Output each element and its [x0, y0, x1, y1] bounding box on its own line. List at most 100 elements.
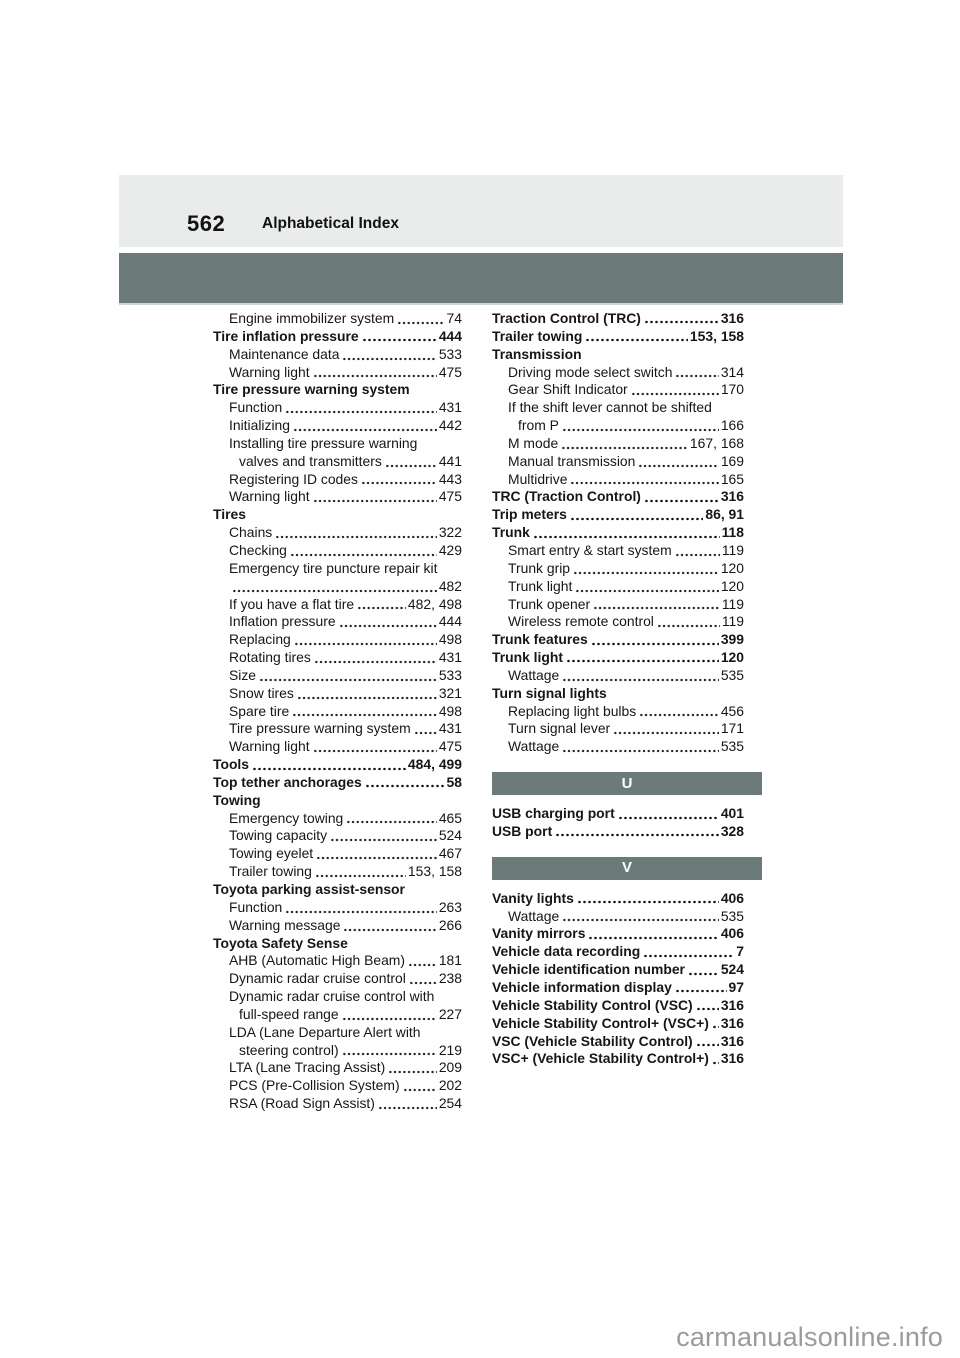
index-entry: Dynamic radar cruise control 238 — [213, 970, 462, 989]
entry-text: Replacing — [229, 631, 291, 648]
entry-text: Top tether anchorages — [213, 773, 362, 790]
entry-text: Towing — [213, 791, 261, 808]
entry-text: Snow tires — [229, 684, 294, 701]
entry-text: Wattage — [508, 666, 560, 683]
entry-text: Warning light — [229, 363, 310, 380]
watermark: carmanualsonline.info — [676, 1322, 943, 1352]
index-entry: Trunk light 120 — [492, 649, 744, 667]
entry-text: Tire inflation pressure — [213, 327, 359, 344]
index-left-column: Engine immobilizer system 74 Tire inflatio… — [213, 310, 462, 1113]
index-entry: Vehicle Stability Control (VSC) 316 — [492, 996, 744, 1015]
chapter-divider-band — [119, 253, 843, 305]
dot-leader — [316, 845, 437, 864]
entry-text: Registering ID codes — [229, 470, 358, 487]
entry-text: RSA (Road Sign Assist) — [229, 1095, 375, 1112]
entry-page-number: 166 — [720, 417, 744, 434]
index-entry: Maintenance data 533 — [213, 345, 462, 364]
dot-leader — [639, 702, 719, 721]
dot-leader — [285, 399, 437, 418]
entry-text: Installing tire pressure warning — [229, 434, 418, 451]
entry-text: Manual transmission — [508, 452, 636, 469]
entry-text: Vehicle information display — [492, 979, 672, 995]
dot-leader — [343, 916, 437, 935]
entry-text: Warning light — [229, 488, 310, 505]
entry-page-number: 401 — [720, 805, 744, 822]
index-entry: steering control) 219 — [213, 1041, 462, 1060]
dot-leader — [532, 524, 720, 542]
dot-leader — [656, 613, 720, 632]
index-entry: Toyota Safety Sense — [213, 935, 462, 953]
dot-leader — [576, 889, 719, 908]
dot-leader — [561, 434, 688, 453]
index-entry: Inflation pressure 444 — [213, 613, 462, 632]
dot-leader — [338, 613, 437, 632]
dot-leader — [562, 738, 719, 757]
dot-leader — [562, 666, 719, 685]
entry-page-number: 484, 499 — [407, 756, 462, 773]
dot-leader — [613, 720, 719, 739]
entry-text: Vehicle Stability Control (VSC) — [492, 996, 693, 1013]
entry-page-number: 429 — [438, 541, 462, 558]
index-entry: from P 166 — [492, 417, 744, 435]
index-entry: Emergency towing 465 — [213, 809, 462, 828]
entry-page-number: 171 — [720, 720, 744, 737]
section-band-v: V — [492, 856, 762, 880]
dot-leader — [397, 310, 445, 328]
entry-page-number: 535 — [720, 738, 744, 755]
dot-leader — [364, 773, 445, 792]
index-entry: Top tether anchorages 58 — [213, 773, 462, 792]
entry-page-number: 316 — [720, 310, 744, 326]
entry-page-number: 431 — [438, 649, 462, 666]
entry-text: Wireless remote control — [508, 613, 654, 630]
entry-text: Rotating tires — [229, 649, 311, 666]
dot-leader — [643, 943, 735, 962]
entry-text: Vanity lights — [492, 889, 574, 906]
index-entry: Turn signal lights — [492, 685, 744, 703]
entry-page-number: 169 — [720, 452, 744, 469]
entry-page-number: 254 — [438, 1095, 462, 1112]
entry-page-number: 316 — [720, 1050, 744, 1067]
entry-text: Vehicle identification number — [492, 961, 685, 978]
entry-page-number: 533 — [438, 666, 462, 683]
dot-leader — [285, 898, 437, 917]
entry-text: Spare tire — [229, 702, 290, 719]
index-entry: LTA (Lane Tracing Assist) 209 — [213, 1059, 462, 1078]
entry-page-number: 120 — [720, 559, 744, 576]
dot-leader — [377, 1095, 437, 1113]
index-entry: Replacing 498 — [213, 631, 462, 650]
dot-leader — [570, 470, 719, 489]
index-entry: PCS (Pre-Collision System) 202 — [213, 1077, 462, 1096]
entry-text: Trunk — [492, 524, 530, 541]
entry-text: Maintenance data — [229, 345, 340, 362]
index-entry: M mode 167, 168 — [492, 434, 744, 453]
dot-leader — [695, 996, 719, 1015]
dot-leader — [590, 631, 719, 650]
index-entry: Towing capacity 524 — [213, 827, 462, 846]
index-entry: Trunk features 399 — [492, 631, 744, 650]
entry-page-number: 219 — [438, 1041, 462, 1058]
index-entry: Warning light 475 — [213, 488, 462, 507]
index-entry: Traction Control (TRC) 316 — [492, 310, 744, 328]
dot-leader — [330, 827, 437, 846]
entry-text: Inflation pressure — [229, 613, 336, 630]
entry-text: Chains — [229, 524, 273, 541]
index-entry: LDA (Lane Departure Alert with — [213, 1024, 462, 1042]
dot-leader — [346, 809, 437, 828]
index-entry: Rotating tires 431 — [213, 649, 462, 667]
index-entry: Vehicle information display 97 — [492, 979, 744, 997]
entry-page-number: 209 — [438, 1059, 462, 1076]
entry-page-number: 266 — [438, 916, 462, 933]
entry-page-number: 442 — [438, 417, 462, 434]
dot-leader — [687, 961, 719, 979]
entry-page-number: 456 — [720, 702, 744, 719]
index-entry: Engine immobilizer system 74 — [213, 310, 462, 328]
entry-page-number: 535 — [720, 907, 744, 924]
entry-text: Warning light — [229, 738, 310, 755]
dot-leader — [674, 979, 727, 997]
entry-page-number: 7 — [736, 943, 744, 960]
entry-page-number: 86, 91 — [705, 506, 744, 523]
entry-text: Trunk grip — [508, 559, 571, 576]
entry-page-number: 524 — [720, 961, 744, 978]
index-entry: AHB (Automatic High Beam) 181 — [213, 952, 462, 971]
